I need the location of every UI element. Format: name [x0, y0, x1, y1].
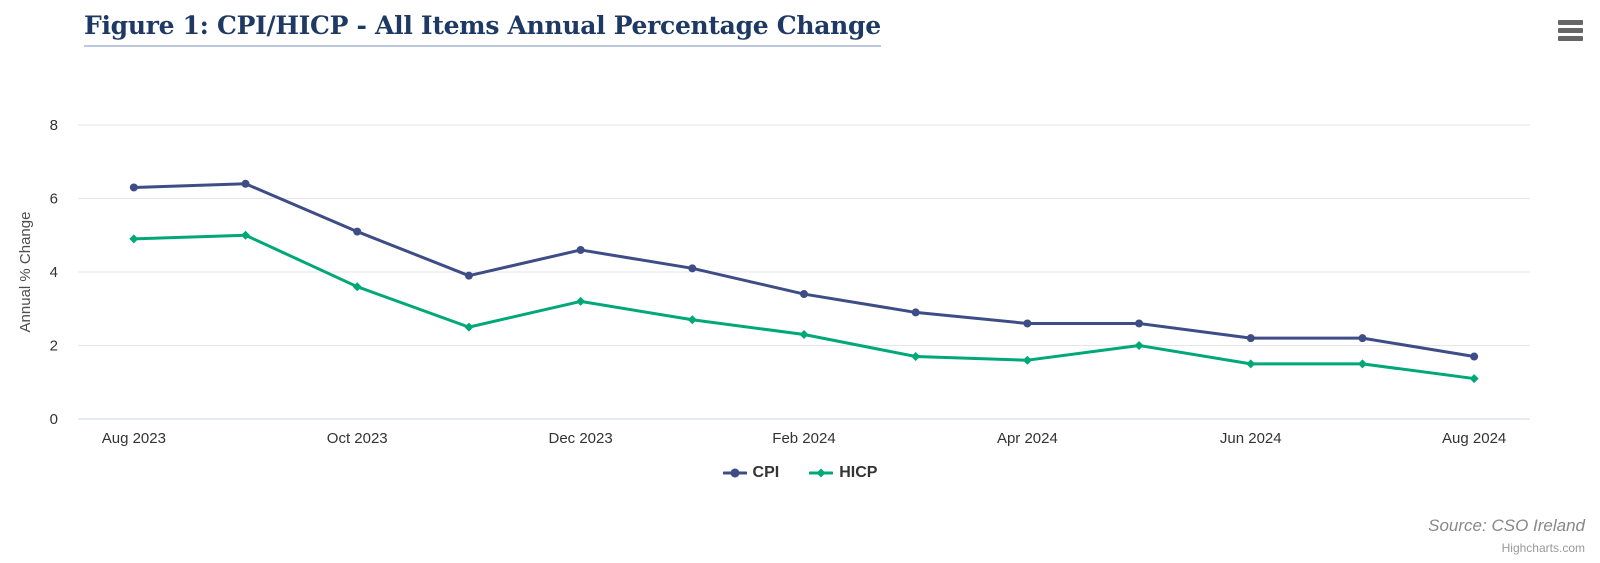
- data-point-cpi[interactable]: [464, 271, 473, 280]
- data-point-cpi[interactable]: [1023, 319, 1032, 328]
- y-axis-tick-label: 4: [50, 264, 58, 281]
- data-point-hicp[interactable]: [1246, 359, 1256, 369]
- legend: CPI HICP: [0, 464, 1600, 482]
- legend-item-cpi[interactable]: CPI: [722, 464, 780, 482]
- hicp-series-icon: [809, 468, 834, 478]
- data-point-cpi[interactable]: [1358, 334, 1367, 343]
- x-axis-tick-label: Aug 2024: [1442, 430, 1506, 447]
- data-point-hicp[interactable]: [1134, 341, 1144, 350]
- data-point-cpi[interactable]: [353, 227, 362, 236]
- x-axis-tick-label: Aug 2023: [102, 430, 166, 447]
- legend-label-hicp: HICP: [839, 464, 878, 481]
- data-point-hicp[interactable]: [464, 322, 474, 332]
- y-axis-tick-label: 8: [50, 117, 58, 134]
- series-line-hicp[interactable]: [132, 233, 1476, 381]
- y-axis-tick-label: 0: [50, 411, 58, 428]
- cpi-series-icon: [722, 468, 747, 478]
- x-axis-tick-label: Jun 2024: [1220, 430, 1282, 447]
- hamburger-icon: [1558, 20, 1583, 25]
- data-point-cpi[interactable]: [1470, 352, 1479, 361]
- data-point-cpi[interactable]: [1135, 319, 1144, 328]
- hamburger-icon: [1558, 28, 1583, 33]
- chart-menu-button[interactable]: [1558, 20, 1583, 41]
- data-point-cpi[interactable]: [129, 183, 138, 192]
- x-axis-tick-label: Dec 2023: [549, 430, 613, 447]
- data-point-cpi[interactable]: [688, 264, 697, 273]
- y-axis-tick-label: 2: [50, 338, 58, 355]
- data-point-hicp[interactable]: [1469, 374, 1479, 384]
- data-point-hicp[interactable]: [1357, 359, 1367, 369]
- chart-title: Figure 1: CPI/HICP - All Items Annual Pe…: [84, 11, 881, 47]
- legend-item-hicp[interactable]: HICP: [809, 464, 877, 482]
- x-axis-tick-label: Feb 2024: [772, 430, 835, 447]
- highcharts-credit[interactable]: Highcharts.com: [1501, 541, 1585, 555]
- y-axis-tick-label: 6: [50, 191, 58, 208]
- data-point-cpi[interactable]: [911, 308, 920, 317]
- data-point-hicp[interactable]: [799, 329, 809, 339]
- data-point-hicp[interactable]: [352, 282, 362, 292]
- data-point-hicp[interactable]: [1022, 355, 1032, 365]
- data-point-cpi[interactable]: [241, 179, 250, 188]
- y-axis-title: Annual % Change: [17, 212, 34, 333]
- x-axis-tick-label: Apr 2024: [997, 430, 1058, 447]
- hamburger-icon: [1558, 36, 1583, 41]
- data-point-cpi[interactable]: [1246, 334, 1255, 343]
- source-credit: Source: CSO Ireland: [1428, 516, 1585, 535]
- data-point-cpi[interactable]: [800, 290, 808, 299]
- data-point-hicp[interactable]: [576, 296, 586, 306]
- data-point-hicp[interactable]: [241, 230, 251, 240]
- data-point-hicp[interactable]: [129, 234, 139, 244]
- data-point-hicp[interactable]: [911, 352, 921, 362]
- legend-label-cpi: CPI: [752, 464, 780, 481]
- x-axis-tick-label: Oct 2023: [327, 430, 388, 447]
- data-point-cpi[interactable]: [576, 245, 585, 254]
- data-point-hicp[interactable]: [687, 315, 697, 325]
